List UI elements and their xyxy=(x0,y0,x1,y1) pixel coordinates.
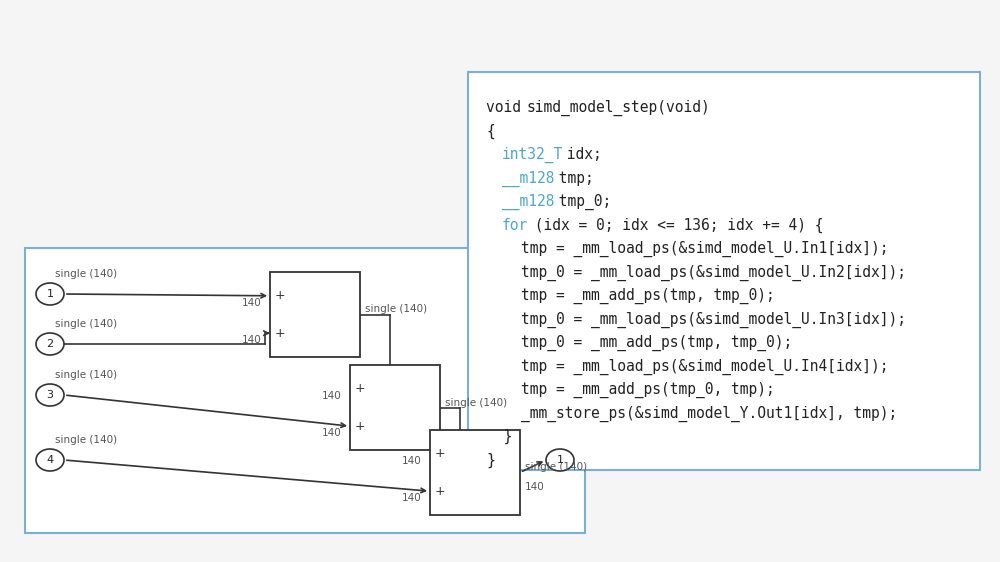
Text: 140: 140 xyxy=(402,456,422,466)
Ellipse shape xyxy=(546,449,574,471)
Text: single (140): single (140) xyxy=(55,319,117,329)
Text: simd_model_step(void): simd_model_step(void) xyxy=(526,100,710,116)
Text: single (140): single (140) xyxy=(55,370,117,380)
Text: tmp_0 = _mm_add_ps(tmp, tmp_0);: tmp_0 = _mm_add_ps(tmp, tmp_0); xyxy=(486,335,792,351)
Text: 1: 1 xyxy=(46,289,54,299)
Text: 140: 140 xyxy=(402,493,422,503)
Ellipse shape xyxy=(36,384,64,406)
Text: 140: 140 xyxy=(322,428,342,438)
Text: _mm_store_ps(&simd_model_Y.Out1[idx], tmp);: _mm_store_ps(&simd_model_Y.Out1[idx], tm… xyxy=(486,406,897,422)
Text: 140: 140 xyxy=(525,483,545,492)
Text: single (140): single (140) xyxy=(55,269,117,279)
Text: __m128: __m128 xyxy=(502,194,554,210)
Text: 3: 3 xyxy=(46,390,54,400)
Text: single (140): single (140) xyxy=(445,397,507,407)
Text: single (140): single (140) xyxy=(525,463,587,473)
Text: 140: 140 xyxy=(322,391,342,401)
Ellipse shape xyxy=(36,449,64,471)
Bar xyxy=(25,248,585,533)
Text: {: { xyxy=(486,124,495,139)
Text: for: for xyxy=(502,217,528,233)
Text: tmp_0 = _mm_load_ps(&simd_model_U.In3[idx]);: tmp_0 = _mm_load_ps(&simd_model_U.In3[id… xyxy=(486,311,906,328)
Text: tmp = _mm_load_ps(&simd_model_U.In1[idx]);: tmp = _mm_load_ps(&simd_model_U.In1[idx]… xyxy=(486,241,889,257)
Bar xyxy=(350,365,440,450)
Bar xyxy=(468,72,980,470)
Text: +: + xyxy=(435,447,445,460)
Text: +: + xyxy=(435,484,445,498)
Text: tmp_0 = _mm_load_ps(&simd_model_U.In2[idx]);: tmp_0 = _mm_load_ps(&simd_model_U.In2[id… xyxy=(486,265,906,280)
Text: void: void xyxy=(486,100,530,115)
Text: +: + xyxy=(355,382,365,395)
Text: 140: 140 xyxy=(242,298,262,308)
Text: +: + xyxy=(275,289,285,302)
Text: +: + xyxy=(355,420,365,433)
Text: idx;: idx; xyxy=(558,147,602,162)
Text: 2: 2 xyxy=(46,339,54,349)
Text: }: } xyxy=(486,452,495,468)
Text: int32_T: int32_T xyxy=(502,147,563,163)
Text: 4: 4 xyxy=(46,455,54,465)
Bar xyxy=(270,272,360,357)
Text: tmp = _mm_add_ps(tmp_0, tmp);: tmp = _mm_add_ps(tmp_0, tmp); xyxy=(486,382,775,398)
Text: +: + xyxy=(275,327,285,339)
Text: 140: 140 xyxy=(242,335,262,345)
Ellipse shape xyxy=(36,333,64,355)
Text: tmp_0;: tmp_0; xyxy=(550,194,611,210)
Text: single (140): single (140) xyxy=(55,435,117,445)
Bar xyxy=(430,430,520,515)
Text: (idx = 0; idx <= 136; idx += 4) {: (idx = 0; idx <= 136; idx += 4) { xyxy=(526,217,824,233)
Text: tmp = _mm_load_ps(&simd_model_U.In4[idx]);: tmp = _mm_load_ps(&simd_model_U.In4[idx]… xyxy=(486,359,889,375)
Text: 1: 1 xyxy=(556,455,564,465)
Text: }: } xyxy=(486,429,512,444)
Text: single (140): single (140) xyxy=(365,305,427,315)
Ellipse shape xyxy=(36,283,64,305)
Text: tmp = _mm_add_ps(tmp, tmp_0);: tmp = _mm_add_ps(tmp, tmp_0); xyxy=(486,288,775,304)
Text: tmp;: tmp; xyxy=(550,170,594,185)
Text: __m128: __m128 xyxy=(502,170,554,187)
